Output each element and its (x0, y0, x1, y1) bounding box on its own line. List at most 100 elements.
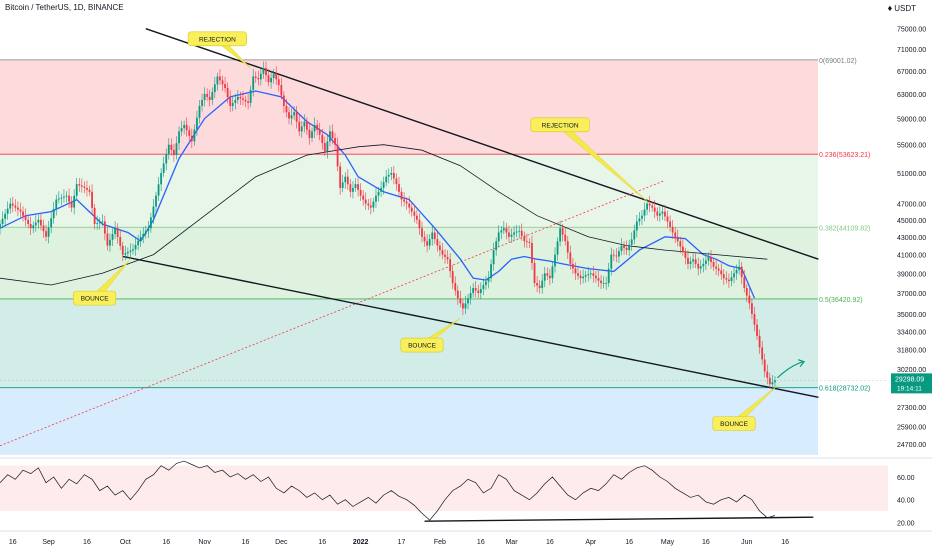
candle-body (60, 197, 63, 199)
candle-body (674, 232, 677, 237)
candle-body (336, 144, 339, 167)
candle-body (295, 112, 298, 122)
candle-body (459, 298, 462, 304)
candle-body (525, 241, 528, 243)
candle-body (735, 270, 738, 274)
time-axis: 16 Sep 16 Oct 16 Nov 16 Dec 16 2022 17 Feb 16 Mar 16 Ap… (0, 530, 932, 546)
trend-lines (0, 28, 819, 447)
candle-body (375, 195, 377, 202)
candle-body (185, 124, 188, 131)
candle-body (272, 73, 275, 78)
candle-body (423, 236, 426, 242)
price-tick-label: 63000.00 (897, 92, 926, 99)
candle-body (144, 231, 147, 234)
candle-body (152, 206, 155, 218)
candle-body (157, 184, 160, 196)
candle-body (382, 182, 385, 188)
candle-body (318, 129, 321, 135)
callout-label: BOUNCE (408, 343, 436, 350)
candle-body (103, 221, 106, 234)
annotations: REJECTION REJECTION BOUNCE BOUNCE BOUNCE (73, 31, 806, 431)
candle-body (556, 241, 559, 255)
candle-body (710, 257, 712, 263)
candle-body (1, 218, 4, 224)
candle-body (653, 207, 656, 212)
fib-zone (0, 154, 818, 228)
moving-average-line (0, 144, 768, 286)
time-tick-label: Oct (120, 539, 131, 546)
candle-body (55, 199, 58, 209)
candle-body (4, 213, 7, 219)
candle-body (57, 198, 60, 200)
candle-body (362, 195, 365, 200)
candle-body (300, 126, 303, 132)
candle-body (6, 208, 9, 214)
price-tick-label: 47000.00 (897, 202, 926, 209)
fib-level-label: 0(69001.02) (819, 58, 857, 65)
candle-body (259, 73, 262, 80)
candle-body (485, 281, 487, 286)
candle-body (697, 263, 700, 269)
callout-label: BOUNCE (81, 296, 109, 303)
time-tick-label: 16 (242, 539, 250, 546)
candle-body (63, 196, 65, 198)
candle-body (625, 247, 628, 251)
candle-body (22, 211, 24, 216)
currency-indicator[interactable]: ♦ USDT (888, 3, 916, 13)
candle-body (638, 218, 641, 222)
candle-body (73, 195, 76, 208)
candle-body (173, 149, 175, 156)
candle-body (193, 129, 196, 142)
time-tick-label: Sep (42, 539, 55, 546)
candle-body (42, 225, 45, 232)
candle-body (329, 131, 331, 142)
candle-body (676, 236, 679, 242)
candle-body (231, 102, 234, 106)
candle-body (569, 252, 572, 264)
candle-body (262, 68, 265, 74)
price-tick-label: 25900.00 (897, 424, 926, 431)
candle-body (408, 203, 411, 208)
candle-body (344, 176, 347, 183)
candle-body (451, 271, 454, 284)
candle-body (75, 184, 78, 196)
candle-body (142, 233, 145, 237)
candle-body (641, 215, 643, 219)
candle-body (306, 121, 308, 130)
candle-body (758, 336, 761, 348)
candle-body (666, 216, 669, 222)
candle-body (702, 263, 705, 267)
candle-body (449, 259, 452, 272)
oscillator-tick-label: 40.00 (897, 498, 915, 505)
candle-body (433, 232, 436, 240)
candle-body (620, 245, 623, 252)
time-tick-label: 16 (83, 539, 91, 546)
candle-body (211, 92, 214, 100)
candle-body (196, 117, 198, 130)
candle-body (421, 228, 423, 237)
candle-body (19, 209, 22, 212)
candle-body (29, 224, 32, 229)
candle-body (68, 195, 70, 202)
candle-body (52, 208, 55, 219)
candle-body (311, 131, 313, 138)
moving-averages (0, 90, 768, 299)
candle-body (175, 143, 178, 156)
price-tick-label: 43000.00 (897, 235, 926, 242)
symbol-title: Bitcoin / TetherUS, 1D, BINANCE (5, 3, 124, 12)
candle-body (600, 280, 602, 284)
candle-body (32, 225, 35, 229)
callout-box (73, 290, 117, 306)
oscillator-trend-line (424, 516, 814, 522)
price-tick-label: 24700.00 (897, 442, 926, 449)
candle-body (679, 241, 682, 247)
candle-body (717, 268, 720, 271)
price-tick-label: 33400.00 (897, 329, 926, 336)
time-tick-label: May (661, 539, 675, 546)
candle-body (106, 233, 109, 246)
candle-body (633, 230, 636, 240)
candle-body (505, 228, 508, 233)
bell-icon: ♦ (887, 3, 893, 13)
candle-body (541, 280, 544, 289)
